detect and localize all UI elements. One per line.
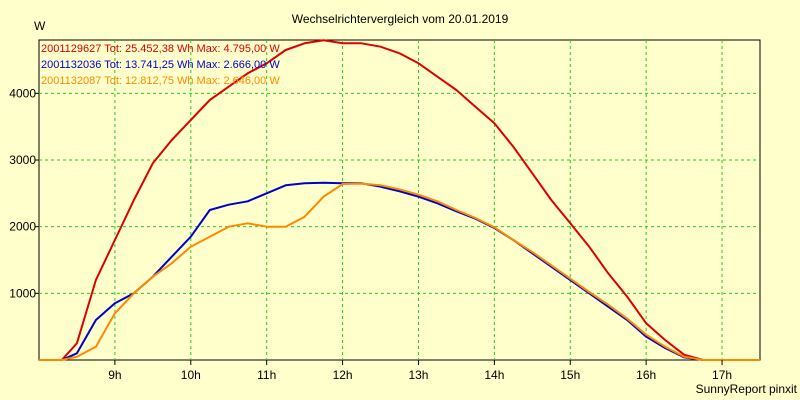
series-line-3: [39, 182, 760, 361]
y-axis-label: W: [34, 19, 46, 33]
x-tick-label: 11h: [257, 368, 276, 382]
series-line-1: [39, 39, 760, 361]
x-tick-label: 13h: [408, 368, 428, 382]
x-tick-label: 16h: [636, 368, 656, 382]
grid-layer: [39, 40, 760, 360]
legend-entry-1: 2001129627 Tot: 25.452,38 Wh Max: 4.795,…: [41, 43, 280, 55]
x-tick-label: 15h: [560, 368, 580, 382]
x-tick-label: 17h: [712, 368, 732, 382]
x-tick-label: 9h: [108, 368, 121, 382]
legend-entry-3: 2001132087 Tot: 12.812,75 Wh Max: 2.646,…: [41, 75, 280, 87]
legend: 2001129627 Tot: 25.452,38 Wh Max: 4.795,…: [41, 43, 280, 87]
plot-area-frame: [38, 39, 761, 361]
legend-entry-2: 2001132036 Tot: 13.741,25 Wh Max: 2.666,…: [41, 59, 280, 71]
y-tick-label: 3000: [9, 153, 36, 167]
x-tick-label: 14h: [484, 368, 504, 382]
tick-layer: 9h 10h 11h 12h 13h 14h 15h 16h 17h 1000 2000 3000 40…: [9, 86, 732, 382]
series-layer: [39, 39, 760, 361]
y-tick-label: 2000: [9, 220, 36, 234]
y-tick-label: 1000: [9, 286, 36, 300]
y-tick-label: 4000: [9, 86, 36, 100]
x-tick-label: 12h: [333, 368, 353, 382]
chart-title: Wechselrichtervergleich vom 20.01.2019: [292, 12, 509, 26]
x-tick-label: 10h: [181, 368, 201, 382]
footer-credit: SunnyReport pinxit: [696, 382, 798, 396]
